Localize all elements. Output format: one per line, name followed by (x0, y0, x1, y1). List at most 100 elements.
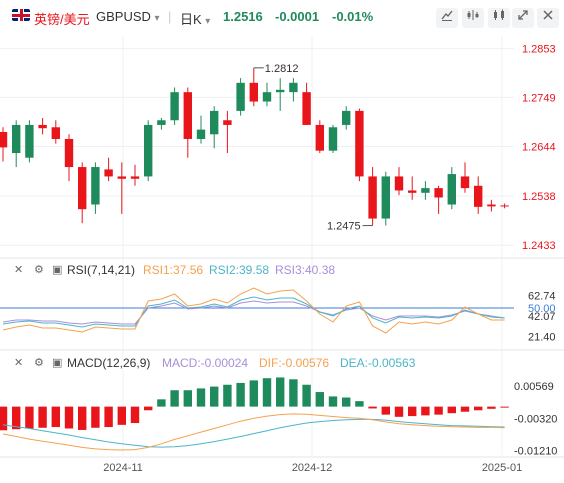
candle-body (236, 82, 245, 111)
candle-body (170, 92, 179, 121)
collapse-icon[interactable]: ✕ (14, 357, 24, 369)
rsi-name: RSI(7,14,21) (67, 263, 136, 277)
candle-body (249, 82, 258, 102)
price-change-pct: -0.01% (332, 9, 374, 24)
candle-body (289, 82, 298, 93)
candle-body (210, 110, 219, 135)
candle-body (91, 167, 100, 205)
draw-line-icon[interactable] (436, 8, 458, 28)
macd-bar (0, 406, 8, 431)
settings-icon[interactable]: ⚙ (34, 357, 44, 369)
macd-bar (328, 396, 338, 407)
settings-icon[interactable] (488, 8, 510, 28)
candle-body (500, 205, 509, 207)
candle-body (196, 129, 206, 139)
macd-bar (51, 406, 60, 428)
candle-body (64, 138, 74, 168)
timeframe-label: 日K (180, 12, 202, 27)
candle-body (302, 92, 311, 125)
candle-body (262, 92, 272, 102)
macd-bar (12, 406, 21, 430)
rsi3-value: RSI3:40.38 (275, 263, 336, 277)
macd-bar (78, 406, 87, 430)
dea-value: DEA:-0.00563 (340, 356, 416, 370)
rsi1-value: RSI1:37.56 (143, 263, 204, 277)
low-annotation: 1.2475 (327, 221, 361, 233)
candle-body (223, 120, 232, 125)
chevron-down-icon: ▾ (205, 16, 211, 27)
candle-body (434, 188, 443, 198)
macd-value: MACD:-0.00024 (162, 356, 249, 370)
dif-line (2, 413, 505, 451)
macd-bar (434, 406, 443, 415)
chevron-down-icon: ▾ (154, 13, 160, 24)
candle-body (183, 92, 192, 139)
macd-bar (302, 384, 311, 407)
candle-body (381, 176, 390, 219)
indicator-box-icon: ▣ (52, 357, 63, 369)
candle-body (78, 167, 87, 210)
macd-bar (289, 379, 298, 407)
candle-body (342, 110, 351, 125)
macd-bar (236, 382, 245, 407)
price-tick-label: 1.2644 (522, 141, 556, 153)
macd-bar (487, 406, 496, 409)
rsi-tick-label: 42.07 (528, 311, 556, 323)
chart-header: 英镑/美元 GBPUSD ▾ | 日K ▾ 1.2516 -0.0001 -0.… (0, 0, 564, 34)
candles: 1.2812 1.2475 (0, 63, 509, 233)
rsi1-line (2, 287, 505, 334)
candle-body (460, 176, 470, 189)
rsi-tick-label: 50.00 (528, 303, 556, 315)
x-tick-label: 2025-01 (482, 462, 522, 474)
grid (0, 36, 564, 458)
macd-tick-label: 0.00569 (514, 381, 554, 393)
candle-body (117, 176, 126, 179)
axes: 1.2853 1.2749 1.2644 1.2538 1.2433 62.7450.00… (103, 44, 557, 474)
candle-body (408, 190, 417, 193)
expand-icon[interactable] (512, 8, 534, 28)
candle-body (276, 89, 285, 93)
macd-bar (130, 406, 140, 424)
candle-body (315, 124, 324, 151)
divider: | (168, 9, 172, 24)
close-icon[interactable] (537, 8, 559, 28)
price-tick-label: 1.2433 (522, 240, 556, 252)
macd-bar (408, 406, 417, 417)
macd-bar (117, 406, 126, 425)
settings-icon[interactable]: ⚙ (34, 264, 44, 276)
uk-flag-icon (12, 9, 30, 21)
macd-tick-label: -0.01210 (514, 446, 557, 458)
timeframe-selector[interactable]: 日K ▾ (180, 9, 210, 28)
macd-bar (276, 377, 285, 407)
candle-body (421, 188, 430, 193)
macd-bar (38, 406, 47, 428)
candle-body (130, 176, 140, 179)
indicator-icon[interactable] (462, 8, 484, 28)
macd-bar (381, 406, 390, 415)
dea-line (2, 418, 505, 448)
macd-bar (157, 399, 166, 407)
macd-tick-label: -0.00320 (514, 413, 557, 425)
symbol-selector[interactable]: GBPUSD ▾ (96, 9, 160, 24)
rsi-tick-label: 62.74 (528, 290, 556, 302)
rsi3-line (2, 300, 505, 325)
collapse-icon[interactable]: ✕ (14, 264, 24, 276)
macd-bar (500, 406, 509, 408)
candle-body (144, 124, 153, 177)
candle-body (474, 185, 483, 207)
macd-bar (170, 390, 179, 407)
macd-bar (104, 406, 113, 428)
macd-bar (474, 406, 483, 411)
dif-value: DIF:-0.00576 (259, 356, 330, 370)
macd-bar (262, 378, 272, 407)
macd-bar (368, 406, 377, 409)
candle-body (0, 131, 8, 148)
price-tick-label: 1.2749 (522, 92, 556, 104)
candle-body (447, 174, 456, 205)
macd-bar (223, 384, 232, 407)
high-annotation: 1.2812 (265, 63, 299, 75)
rsi-tick-label: 21.40 (528, 332, 556, 344)
indicator-box-icon: ▣ (52, 264, 63, 276)
candle-body (12, 124, 21, 154)
